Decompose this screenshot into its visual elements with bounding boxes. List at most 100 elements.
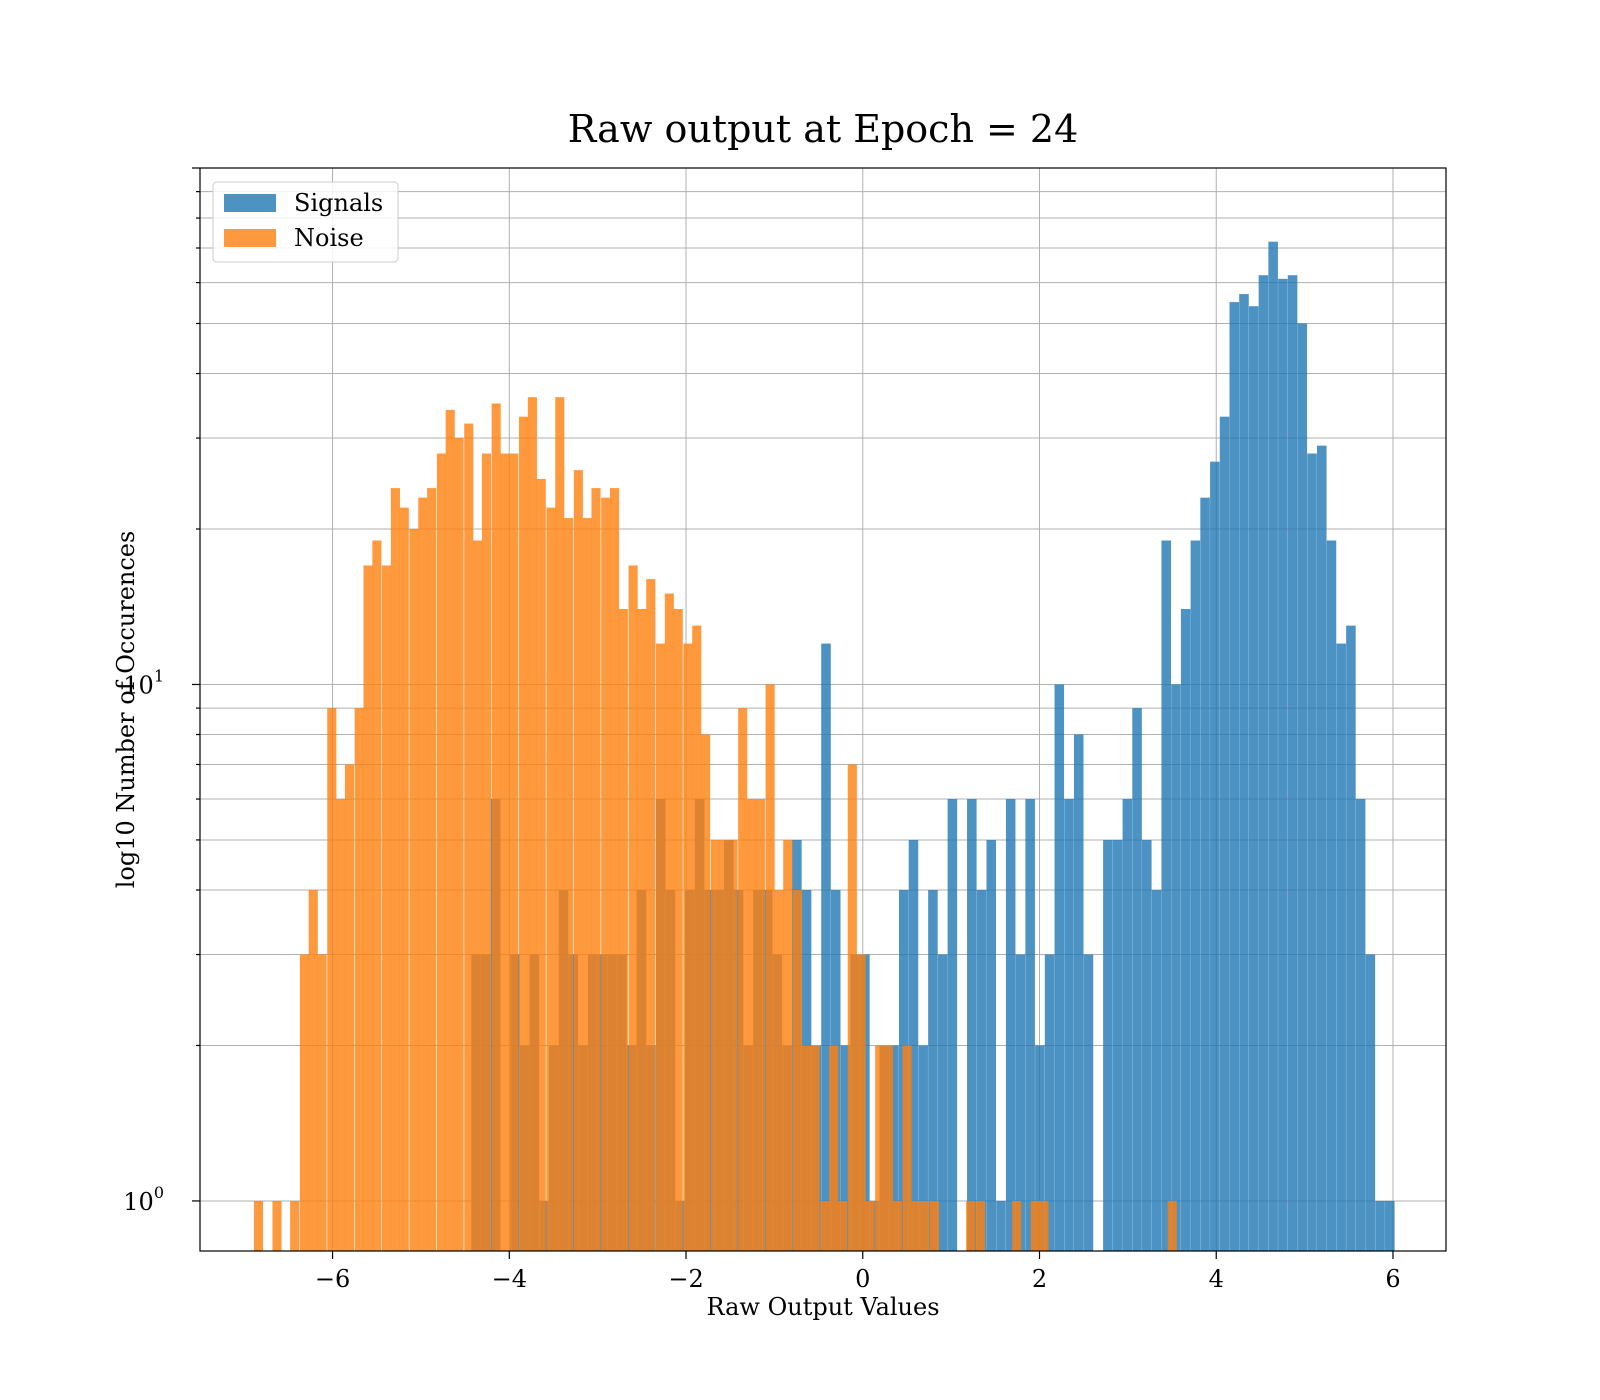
signals-bar	[1083, 954, 1094, 1251]
y-tick-label: 101	[123, 666, 164, 699]
signals-bar	[1151, 890, 1162, 1251]
noise-bar	[1012, 1200, 1022, 1251]
noise-bar	[820, 1200, 830, 1251]
noise-bar	[354, 708, 364, 1251]
noise-bar	[272, 1200, 282, 1251]
signals-bar	[1015, 954, 1026, 1251]
legend-swatch-noise	[224, 229, 276, 247]
signals-bar	[1025, 799, 1035, 1251]
noise-bar	[527, 397, 537, 1251]
noise-bar	[536, 478, 546, 1251]
noise-bar	[765, 684, 775, 1251]
noise-bar	[363, 565, 373, 1251]
signals-bar	[1210, 461, 1220, 1251]
signals-bar	[986, 839, 997, 1251]
signals-bar	[1112, 839, 1123, 1251]
noise-bar	[728, 839, 738, 1251]
signals-bar	[1044, 954, 1055, 1251]
signals-bar	[1297, 323, 1308, 1251]
signals-bar	[1385, 1200, 1395, 1251]
noise-bar	[847, 764, 857, 1251]
y-axis-label: log10 Number of Occurences	[112, 531, 140, 889]
y-tick-label: 100	[123, 1183, 164, 1216]
signals-bar	[889, 1045, 899, 1251]
noise-bar	[975, 1200, 985, 1251]
signals-bar	[937, 954, 948, 1251]
chart-title: Raw output at Epoch = 24	[568, 107, 1079, 151]
signals-bar	[996, 1200, 1006, 1251]
signals-bar	[1326, 540, 1337, 1251]
noise-bar	[390, 488, 400, 1251]
noise-bar	[454, 438, 464, 1251]
noise-bar	[692, 625, 702, 1251]
noise-bar	[610, 488, 620, 1251]
noise-bar	[409, 529, 419, 1251]
signals-bar	[1054, 684, 1065, 1251]
plot-frame	[199, 167, 1447, 1252]
noise-bar	[829, 1045, 839, 1251]
x-tick-label: 4	[1209, 1265, 1224, 1293]
noise-bar	[618, 609, 628, 1251]
signals-bar	[1229, 302, 1240, 1252]
noise-bar	[481, 453, 491, 1251]
noise-bar	[573, 470, 583, 1251]
signals-bar	[1316, 445, 1327, 1251]
signals-bar	[928, 890, 938, 1251]
signals-bar	[1287, 275, 1298, 1251]
x-tick-label: 6	[1385, 1265, 1400, 1293]
noise-bar	[327, 708, 337, 1251]
noise-bar	[701, 734, 711, 1251]
noise-bar	[892, 1200, 902, 1251]
noise-bar	[655, 643, 666, 1251]
noise-bar	[966, 1200, 976, 1251]
noise-bar	[336, 799, 346, 1251]
noise-bar	[810, 1045, 820, 1251]
signals-bar	[1122, 799, 1133, 1251]
noise-bar	[399, 507, 409, 1252]
signals-bar	[1142, 839, 1152, 1251]
noise-bar	[582, 518, 592, 1251]
signals-bar	[1365, 954, 1376, 1251]
noise-bar	[591, 488, 601, 1251]
noise-bar	[792, 890, 803, 1251]
noise-bar	[683, 643, 693, 1251]
noise-bar	[418, 497, 428, 1251]
signals-bar	[1035, 1045, 1045, 1251]
signals-bar	[1355, 799, 1366, 1251]
noise-bar	[500, 453, 510, 1251]
signals-bar	[1346, 625, 1356, 1251]
noise-bar	[344, 764, 355, 1251]
legend-label-noise: Noise	[294, 224, 364, 252]
noise-bar	[673, 609, 683, 1251]
noise-bar	[427, 488, 437, 1251]
noise-bar	[382, 565, 392, 1251]
noise-bar	[755, 799, 765, 1251]
noise-bar	[436, 453, 446, 1251]
x-tick-label: 0	[855, 1265, 870, 1293]
noise-bar	[1167, 1200, 1177, 1251]
noise-bar	[253, 1200, 264, 1251]
x-axis-ticks: −6 −4 −2 0 2 4 6	[315, 1251, 1401, 1293]
noise-bar	[491, 403, 501, 1251]
noise-bar	[601, 497, 611, 1251]
noise-bar	[774, 890, 784, 1251]
noise-bar	[902, 1045, 912, 1251]
noise-bar	[929, 1200, 940, 1251]
noise-bar	[372, 540, 382, 1251]
noise-bar	[308, 890, 318, 1251]
signals-bar	[1307, 453, 1317, 1251]
noise-bar	[445, 409, 455, 1251]
y-axis-ticks: 100 101	[123, 167, 200, 1216]
signals-bar	[869, 1200, 880, 1251]
signals-bar	[1161, 540, 1171, 1251]
signals-bar	[1219, 416, 1230, 1251]
noise-bar	[738, 708, 748, 1251]
signals-bar	[1239, 294, 1249, 1251]
signals-bar	[918, 1045, 928, 1251]
noise-bar	[564, 518, 574, 1251]
signals-bar	[1064, 799, 1074, 1251]
signals-bar	[1258, 275, 1269, 1251]
x-axis-label: Raw Output Values	[706, 1293, 939, 1321]
signals-bar	[1132, 708, 1142, 1251]
